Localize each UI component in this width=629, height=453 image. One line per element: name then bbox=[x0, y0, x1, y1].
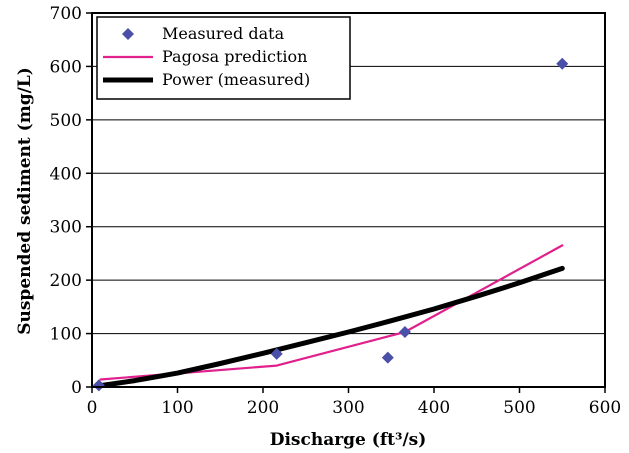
data-point bbox=[381, 351, 394, 364]
x-tick-label: 500 bbox=[503, 398, 535, 418]
data-point bbox=[556, 57, 569, 70]
legend-label: Pagosa prediction bbox=[162, 47, 307, 66]
legend-marker bbox=[122, 28, 134, 40]
legend-label: Power (measured) bbox=[162, 70, 310, 89]
x-tick-label: 0 bbox=[87, 398, 98, 418]
x-tick-label: 100 bbox=[161, 398, 193, 418]
y-tick-label: 700 bbox=[50, 4, 82, 24]
legend-item: Pagosa prediction bbox=[103, 47, 307, 66]
y-axis-title: Suspended sediment (mg/L) bbox=[15, 67, 35, 335]
x-tick-label: 200 bbox=[247, 398, 279, 418]
plot-area bbox=[91, 12, 606, 392]
legend-item: Power (measured) bbox=[103, 70, 310, 89]
legend-item: Measured data bbox=[122, 24, 285, 43]
y-tick-label: 600 bbox=[50, 57, 82, 77]
y-tick-label: 200 bbox=[50, 271, 82, 291]
legend-label: Measured data bbox=[162, 24, 285, 43]
y-tick-label: 500 bbox=[50, 111, 82, 131]
x-tick-label: 400 bbox=[418, 398, 450, 418]
legend: Measured data Pagosa prediction Power (mea… bbox=[96, 16, 351, 100]
series-line-power-measured bbox=[96, 265, 565, 389]
axis-ticks: 0 100 200 300 400 500 600 700 0 100 200 300 400 500 60… bbox=[50, 4, 622, 418]
x-tick-label: 300 bbox=[332, 398, 364, 418]
data-point bbox=[92, 379, 105, 392]
data-point bbox=[270, 347, 283, 360]
x-tick-label: 600 bbox=[589, 398, 621, 418]
series-line-pagosa-prediction bbox=[99, 244, 564, 381]
y-tick-label: 300 bbox=[50, 218, 82, 238]
y-tick-label: 0 bbox=[71, 378, 82, 398]
data-point bbox=[398, 325, 411, 338]
y-tick-label: 400 bbox=[50, 164, 82, 184]
x-axis-title: Discharge (ft³/s) bbox=[270, 430, 427, 450]
y-tick-label: 100 bbox=[50, 325, 82, 345]
